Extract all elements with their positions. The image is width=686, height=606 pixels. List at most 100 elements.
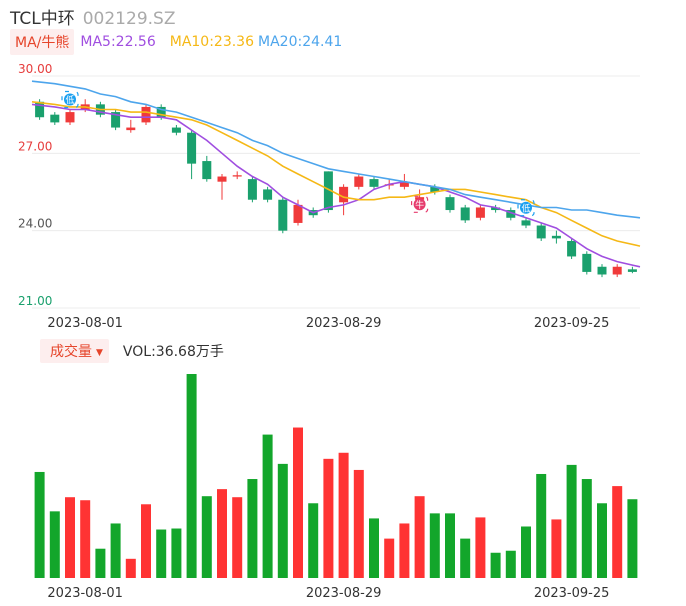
ma20-label: MA20:24.41 [258, 34, 343, 50]
volume-bar [521, 526, 531, 578]
volume-bar [581, 479, 592, 578]
candle-body [171, 127, 181, 133]
volume-bar [353, 469, 364, 578]
volume-bar [627, 499, 638, 578]
candle-body [399, 181, 409, 187]
candle-body [521, 220, 531, 226]
volume-bar [49, 511, 60, 578]
candle-body [232, 175, 242, 177]
volume-bar [80, 500, 91, 578]
volume-toggle-label: 成交量 [50, 344, 92, 360]
volume-bar [566, 464, 577, 578]
y-tick-label: 27.00 [18, 139, 52, 153]
candle-body [597, 266, 607, 275]
volume-bar [262, 434, 273, 578]
low-high-marker-icon-text: 低 [521, 202, 530, 214]
volume-legend: 成交量 ▼ VOL:36.68万手 [40, 339, 224, 363]
triangle-down-icon: ▼ [96, 348, 103, 358]
candle-body [35, 101, 45, 118]
candle-body [460, 207, 470, 221]
volume-bar [125, 558, 136, 578]
candle-body [369, 179, 379, 187]
ma10-label: MA10:23.36 [169, 34, 255, 50]
candle-body [354, 176, 364, 187]
volume-bar [171, 528, 182, 578]
candle-body [293, 204, 303, 223]
candle-body [475, 207, 485, 218]
volume-bar [217, 489, 227, 578]
volume-indicator-toggle[interactable]: 成交量 ▼ [40, 339, 109, 363]
candle-body [111, 112, 121, 128]
low-high-marker-icon [64, 93, 76, 106]
candle-body [536, 225, 546, 239]
ma-type-toggle[interactable]: MA/牛熊 [10, 29, 75, 55]
candle-body [202, 161, 212, 180]
ma5-line [31, 103, 641, 268]
volume-bar [460, 538, 471, 578]
volume-bar [141, 504, 151, 578]
volume-bar [186, 374, 197, 578]
volume-bar [338, 452, 349, 578]
volume-bar [323, 458, 334, 578]
volume-bar [445, 513, 455, 578]
candle-body [247, 179, 257, 200]
volume-x-tick-label: 2023-08-29 [306, 586, 382, 601]
low-high-marker-icon [520, 201, 532, 214]
volume-bar [536, 473, 547, 578]
volume-bar [65, 497, 75, 578]
volume-bar [414, 496, 425, 578]
candle-body [506, 210, 516, 218]
candle-body [567, 240, 577, 257]
volume-bar [505, 550, 516, 578]
candle-body [323, 171, 333, 211]
y-tick-label: 30.00 [18, 62, 52, 76]
volume-bar [277, 463, 288, 578]
candle-body [491, 207, 501, 211]
volume-bar [95, 548, 106, 578]
candle-body [612, 266, 622, 275]
low-high-marker-icon-frame [517, 199, 535, 217]
volume-x-tick-label: 2023-09-25 [534, 586, 610, 601]
volume-bar [490, 552, 501, 578]
y-tick-label: 24.00 [18, 217, 52, 231]
candle-body [263, 189, 273, 200]
volume-bar [384, 538, 395, 578]
low-high-marker-icon-text: 低 [65, 94, 74, 106]
low-high-marker-icon-frame [61, 90, 79, 109]
x-tick-label: 2023-08-29 [306, 316, 382, 331]
volume-bar [551, 519, 562, 578]
candle-body [278, 199, 288, 231]
y-tick-label: 21.00 [18, 294, 52, 308]
volume-bar [475, 517, 486, 578]
candle-body [582, 253, 592, 272]
volume-value: VOL:36.68万手 [122, 344, 224, 360]
volume-bar [308, 503, 319, 578]
x-tick-label: 2023-08-01 [47, 316, 123, 331]
volume-bar [369, 518, 379, 578]
candle-body [339, 186, 349, 203]
x-tick-label: 2023-09-25 [534, 316, 610, 331]
candle-body [217, 176, 227, 182]
volume-bar [293, 427, 303, 578]
candle-body [126, 127, 136, 131]
volume-bar [232, 497, 243, 578]
ma5-label: MA5:22.56 [80, 34, 156, 50]
volume-bar [399, 523, 410, 578]
candle-body [445, 197, 455, 211]
candle-body [627, 269, 637, 272]
volume-bar [597, 503, 607, 578]
bull-marker-icon-frame [411, 195, 429, 213]
candle-body [141, 106, 151, 123]
bull-marker-icon [413, 198, 426, 211]
candle-body [551, 235, 561, 239]
volume-bar [201, 496, 212, 578]
volume-x-tick-label: 2023-08-01 [47, 586, 123, 601]
ma20-line [31, 80, 641, 219]
volume-bar [429, 513, 440, 578]
ma10-line [31, 101, 641, 247]
candle-body [430, 186, 440, 192]
ma-legend: MA/牛熊 MA5:22.56 MA10:23.36 MA20:24.41 [10, 29, 346, 55]
stock-header: TCL中环 002129.SZ [10, 4, 175, 29]
volume-bar [247, 479, 258, 578]
